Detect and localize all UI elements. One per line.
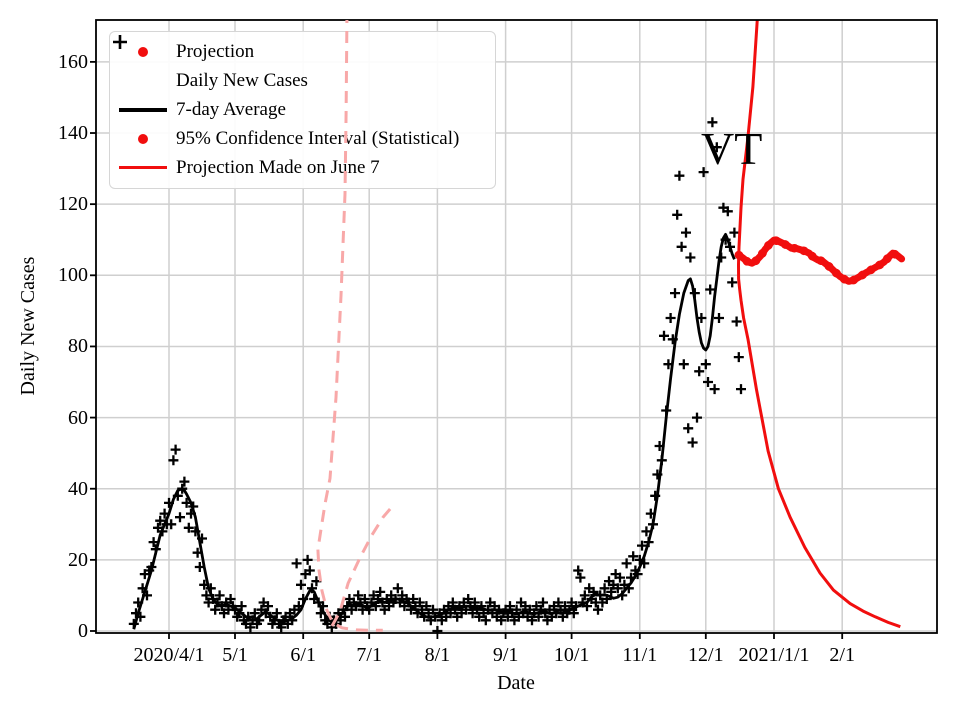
y-tick-label: 120 <box>58 193 88 216</box>
x-tick-label: 12/1 <box>688 644 724 666</box>
x-tick-label: 2021/1/1 <box>738 644 810 666</box>
black-line-icon <box>110 108 176 112</box>
plot-border <box>95 19 938 634</box>
legend-item-projection: Projection <box>110 38 495 67</box>
x-tick-label: 7/1 <box>356 644 382 666</box>
legend-item-daily-new-cases: Daily New Cases <box>110 35 495 96</box>
x-tick-label: 8/1 <box>424 644 451 666</box>
y-tick-label: 60 <box>68 406 88 429</box>
x-tick-label: 10/1 <box>553 644 590 666</box>
legend-item-7day-average: 7-day Average <box>110 96 495 125</box>
red-dot-icon <box>110 133 176 144</box>
x-tick-label: 9/1 <box>492 644 519 666</box>
x-tick-label: 2020/4/1 <box>133 644 205 666</box>
legend-label: Projection Made on June 7 <box>176 156 380 178</box>
y-axis-title: Daily New Cases <box>17 256 39 396</box>
x-tick-label: 11/1 <box>622 644 658 666</box>
y-tick-label: 100 <box>58 264 88 287</box>
legend-item-confidence-interval: 95% Confidence Interval (Statistical) <box>110 124 495 153</box>
x-tick-label: 2/1 <box>829 644 855 666</box>
legend-box: Projection Daily New Cases 7-day Average… <box>109 31 496 189</box>
x-axis-title: Date <box>497 672 535 694</box>
data-layers <box>128 20 906 633</box>
y-tick-label: 0 <box>78 620 88 642</box>
seven-day-average-line <box>132 232 736 630</box>
y-tick-label: 160 <box>58 50 88 73</box>
y-tick-label: 40 <box>68 477 88 500</box>
tick-marks <box>90 60 844 639</box>
red-line-icon <box>110 165 176 170</box>
y-tick-label: 140 <box>58 122 88 145</box>
legend-label: Projection <box>176 41 255 63</box>
x-tick-label: 5/1 <box>222 644 248 666</box>
legend-label: 95% Confidence Interval (Statistical) <box>176 127 460 149</box>
y-tick-label: 80 <box>68 335 88 358</box>
state-annotation: VT <box>701 123 763 174</box>
y-tick-label: 20 <box>68 548 88 571</box>
projection-dots-core <box>735 236 906 285</box>
legend-item-projection-june7: Projection Made on June 7 <box>110 153 495 182</box>
legend-label: 7-day Average <box>176 98 286 120</box>
red-dot-icon <box>110 47 176 58</box>
june7-projection-line <box>737 20 901 629</box>
x-tick-label: 6/1 <box>290 644 316 666</box>
legend-label: Daily New Cases <box>176 70 308 92</box>
